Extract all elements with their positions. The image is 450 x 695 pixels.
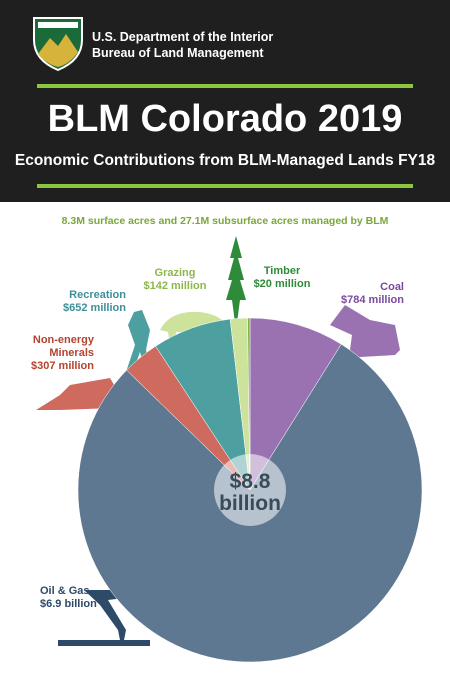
note: 8.3M surface acres and 27.1M subsurface …	[61, 215, 389, 227]
header: U.S. Department of the Interior Bureau o…	[0, 0, 450, 202]
category-name: Grazing	[154, 267, 196, 279]
value-label: $6.9 billion	[40, 598, 97, 610]
title: BLM Colorado 2019	[47, 98, 403, 140]
agency-line: Bureau of Land Management	[92, 46, 264, 60]
center-disc	[214, 454, 286, 526]
slice-label: Oil & Gas $6.9 billion	[40, 585, 120, 611]
slice-label: Recreation $652 million	[46, 289, 126, 315]
divider	[37, 84, 413, 88]
agency-line: U.S. Department of the Interior	[92, 30, 274, 44]
shovel-icon	[305, 305, 400, 360]
slice-label: Non-energy Minerals $307 million	[12, 334, 94, 373]
loader-icon	[36, 378, 120, 410]
blm-logo	[33, 17, 83, 72]
category-name: Non-energy Minerals	[32, 334, 94, 359]
category-name: Timber	[263, 265, 301, 277]
pie-slice	[247, 317, 251, 491]
slice-label: Timber $20 million	[252, 265, 312, 291]
category-name: Oil & Gas	[40, 585, 90, 597]
pumpjack-icon	[58, 590, 150, 646]
value-label: $20 million	[253, 278, 311, 290]
tree-icon	[226, 236, 246, 330]
divider	[37, 184, 413, 188]
subtitle: Economic Contributions from BLM-Managed …	[14, 152, 436, 169]
category-name: Recreation	[69, 289, 126, 301]
slice-label: Grazing $142 million	[140, 267, 210, 293]
value-label: $307 million	[31, 360, 94, 372]
value-label: $142 million	[143, 280, 207, 292]
slice-label: Coal $784 million	[334, 281, 404, 307]
center-label: $8.8 billion	[219, 470, 281, 515]
center-label-line: $8.8	[230, 470, 271, 493]
pie-slice	[249, 317, 342, 491]
category-name: Coal	[380, 281, 404, 293]
center-label-line: billion	[219, 492, 281, 515]
value-label: $652 million	[63, 302, 126, 314]
value-label: $784 million	[341, 294, 404, 306]
